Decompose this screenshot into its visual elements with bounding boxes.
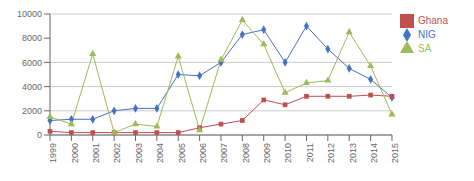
svg-text:2004: 2004: [155, 143, 165, 163]
svg-text:2007: 2007: [219, 143, 229, 163]
svg-text:2000: 2000: [22, 106, 42, 116]
svg-text:10000: 10000: [17, 9, 42, 19]
svg-text:8000: 8000: [22, 33, 42, 43]
svg-text:2008: 2008: [241, 143, 251, 163]
svg-text:2010: 2010: [283, 143, 293, 163]
html-text:Ghana: Ghana: [418, 14, 448, 26]
svg-text:6000: 6000: [22, 58, 42, 68]
svg-text:2011: 2011: [305, 143, 315, 162]
html-text:SA: SA: [418, 42, 432, 54]
svg-text:2002: 2002: [113, 143, 123, 163]
svg-text:0: 0: [37, 130, 42, 140]
svg-text:2014: 2014: [369, 143, 379, 163]
svg-text:2003: 2003: [134, 143, 144, 163]
html-text:NIG: NIG: [418, 28, 436, 40]
svg-text:2005: 2005: [177, 143, 187, 163]
svg-text:2001: 2001: [91, 143, 101, 163]
svg-text:1999: 1999: [48, 143, 58, 163]
svg-text:2009: 2009: [262, 143, 272, 163]
svg-text:2006: 2006: [198, 143, 208, 163]
svg-text:2000: 2000: [70, 143, 80, 163]
svg-text:2012: 2012: [326, 143, 336, 163]
svg-text:2013: 2013: [348, 143, 358, 163]
svg-text:2015: 2015: [390, 143, 400, 163]
svg-text:4000: 4000: [22, 82, 42, 92]
